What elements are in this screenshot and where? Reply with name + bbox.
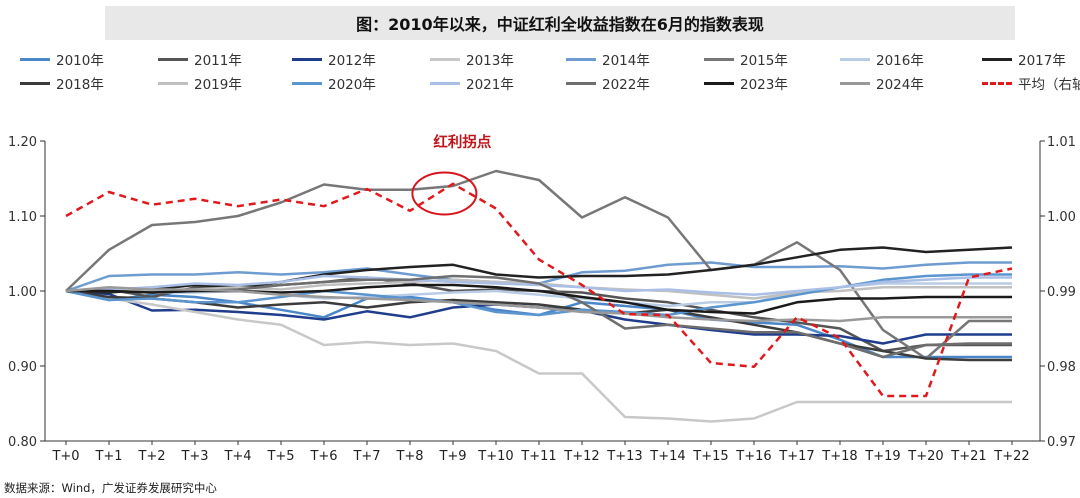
x-axis-tick-label: T+16: [735, 449, 771, 464]
legend-item: 2012年: [292, 48, 376, 70]
x-axis-tick-label: T+3: [180, 449, 208, 464]
x-axis-tick-label: T+19: [864, 449, 900, 464]
legend-item: 2014年: [566, 48, 650, 70]
series-line: [65, 246, 1013, 294]
right-axis-tick-label: 1.01: [1047, 135, 1076, 150]
x-axis-tick-label: T+21: [950, 449, 986, 464]
chart-legend: 2010年 2011年 2012年 2013年 2014年 2015年 2016年 2017年…: [0, 48, 1080, 98]
turning-point-label: 红利拐点: [433, 133, 491, 151]
average-series-line: [65, 182, 1013, 398]
x-axis-tick-label: T+7: [352, 449, 380, 464]
legend-label: 2011年: [194, 53, 242, 69]
legend-item: 2023年: [704, 72, 788, 94]
legend-label: 2024年: [876, 77, 924, 93]
series-line: [65, 289, 1012, 423]
series-line: [65, 289, 1012, 362]
legend-item: 2019年: [158, 72, 242, 94]
legend-swatch: [158, 57, 188, 61]
right-axis-tick-label: 0.99: [1047, 285, 1076, 300]
legend-swatch: [430, 57, 460, 61]
legend-label: 平均（右轴）: [1018, 77, 1080, 93]
x-axis-tick-label: T+22: [993, 449, 1029, 464]
legend-label: 2010年: [56, 53, 104, 69]
series-line: [65, 286, 1012, 323]
legend-label: 2017年: [1018, 53, 1066, 69]
source-note: 数据来源：Wind，广发证券发展研究中心: [4, 481, 217, 495]
series-line: [65, 289, 1012, 359]
legend-item: 2017年: [982, 48, 1066, 70]
legend-label: 2021年: [466, 77, 514, 93]
legend-swatch: [704, 57, 734, 61]
legend-item: 2011年: [158, 48, 242, 70]
legend-label: 2022年: [602, 77, 650, 93]
legend-label: 2014年: [602, 53, 650, 69]
legend-label: 2015年: [740, 53, 788, 69]
series-line: [65, 169, 1012, 360]
legend-swatch: [840, 81, 870, 85]
legend-swatch: [292, 57, 322, 61]
legend-item: 2015年: [704, 48, 788, 70]
legend-item: 2022年: [566, 72, 650, 94]
legend-item: 2016年: [840, 48, 924, 70]
left-axis-tick-label: 0.90: [8, 360, 37, 375]
legend-item: 平均（右轴）: [982, 72, 1080, 94]
x-axis-tick-label: T+0: [51, 449, 79, 464]
legend-item: 2020年: [292, 72, 376, 94]
legend-label: 2023年: [740, 77, 788, 93]
x-axis-tick-label: T+9: [438, 449, 466, 464]
legend-label: 2013年: [466, 53, 514, 69]
right-axis-tick-label: 0.98: [1047, 360, 1076, 375]
left-axis-tick-label: 0.80: [8, 435, 37, 450]
legend-item: 2018年: [20, 72, 104, 94]
x-axis-tick-label: T+13: [606, 449, 642, 464]
x-axis-tick-label: T+20: [907, 449, 943, 464]
turning-point-circle: [411, 171, 478, 216]
legend-label: 2019年: [194, 77, 242, 93]
legend-swatch: [20, 57, 50, 61]
legend-label: 2016年: [876, 53, 924, 69]
legend-swatch: [982, 81, 1012, 85]
legend-swatch: [20, 81, 50, 85]
legend-item: 2013年: [430, 48, 514, 70]
left-axis-tick-label: 1.00: [8, 285, 37, 300]
left-axis-tick-label: 1.10: [8, 210, 37, 225]
legend-label: 2020年: [328, 77, 376, 93]
legend-swatch: [840, 57, 870, 61]
x-axis-tick-label: T+11: [520, 449, 556, 464]
x-axis-tick-label: T+6: [309, 449, 337, 464]
legend-item: 2021年: [430, 72, 514, 94]
x-axis-tick-label: T+15: [692, 449, 728, 464]
x-axis-tick-label: T+18: [821, 449, 857, 464]
legend-label: 2012年: [328, 53, 376, 69]
legend-swatch: [982, 57, 1012, 61]
legend-swatch: [158, 81, 188, 85]
x-axis-tick-label: T+10: [477, 449, 513, 464]
legend-swatch: [430, 81, 460, 85]
x-axis-tick-label: T+1: [94, 449, 122, 464]
x-axis-tick-label: T+2: [137, 449, 165, 464]
legend-swatch: [704, 81, 734, 85]
line-chart: 0.80 0.90 1.00 1.10 1.20 0.97 0.98 0.99 1.00 1.01…: [8, 133, 1076, 464]
x-axis-tick-label: T+17: [778, 449, 814, 464]
legend-swatch: [292, 81, 322, 85]
left-axis-tick-label: 1.20: [8, 135, 37, 150]
legend-item: 2010年: [20, 48, 104, 70]
x-axis-tick-label: T+5: [266, 449, 294, 464]
legend-item: 2024年: [840, 72, 924, 94]
series-line: [65, 274, 1012, 297]
x-axis-tick-label: T+8: [395, 449, 423, 464]
legend-label: 2018年: [56, 77, 104, 93]
x-axis-tick-label: T+14: [649, 449, 685, 464]
legend-swatch: [566, 81, 596, 85]
chart-title-bar: 图：2010年以来，中证红利全收益指数在6月的指数表现: [105, 6, 1015, 40]
chart-title: 图：2010年以来，中证红利全收益指数在6月的指数表现: [356, 15, 764, 34]
legend-swatch: [566, 57, 596, 61]
right-axis-tick-label: 1.00: [1047, 210, 1076, 225]
x-axis-tick-label: T+4: [223, 449, 251, 464]
x-axis-tick-label: T+12: [563, 449, 599, 464]
right-axis-tick-label: 0.97: [1047, 435, 1076, 450]
